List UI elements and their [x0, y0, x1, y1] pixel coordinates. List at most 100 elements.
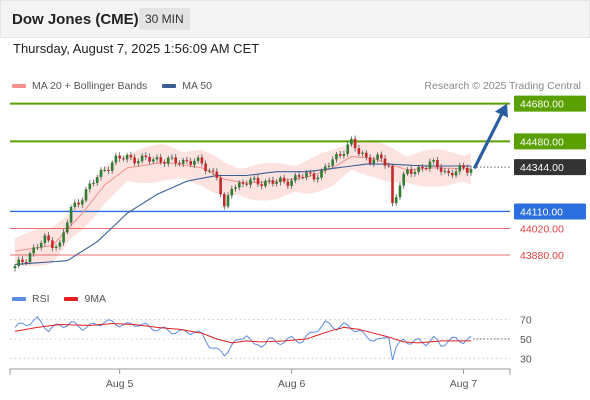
candle-body — [387, 165, 391, 167]
candle-body — [133, 157, 136, 164]
candle-body — [47, 235, 50, 241]
candle-body — [114, 155, 118, 163]
candle — [58, 239, 62, 250]
rsi-tick-label: 50 — [520, 334, 532, 346]
candle-body — [376, 154, 379, 160]
candle — [346, 141, 349, 158]
rsi-legend: RSI 9MA — [12, 293, 118, 305]
candle — [84, 186, 88, 203]
price-tag-pivot: 44110.00 — [514, 203, 586, 220]
candle — [353, 135, 357, 152]
candle-body — [92, 182, 95, 184]
candle-body — [95, 177, 99, 183]
candle-body — [200, 157, 204, 164]
candle — [417, 164, 420, 175]
candle-body — [451, 173, 454, 176]
candle-body — [428, 161, 432, 169]
candle-body — [335, 154, 338, 160]
timeframe-button[interactable]: 30 MIN — [139, 8, 190, 30]
candle-body — [297, 175, 301, 177]
candle — [152, 157, 155, 165]
candle — [140, 153, 144, 164]
candle — [66, 219, 69, 235]
candle — [451, 169, 454, 179]
candle — [118, 152, 121, 162]
candle-body — [421, 166, 424, 169]
candle-body — [383, 158, 387, 166]
candle — [178, 160, 181, 167]
credit-text: Research © 2025 Trading Central — [424, 80, 581, 92]
price-tag-resistance: 44680.00 — [514, 95, 586, 112]
candle-body — [181, 159, 185, 164]
candle-body — [204, 163, 207, 171]
legend-item-rsi: RSI — [12, 293, 50, 305]
candle-body — [66, 222, 69, 233]
candle — [219, 174, 222, 198]
ma20-swatch — [12, 84, 26, 89]
candle-body — [103, 169, 106, 171]
candle-body — [312, 173, 316, 180]
candle — [252, 175, 256, 183]
candle — [103, 166, 106, 172]
candle-body — [107, 169, 110, 171]
candle-body — [454, 171, 458, 176]
candle — [24, 259, 28, 266]
candle — [39, 240, 43, 251]
candle — [107, 166, 110, 175]
candle — [271, 176, 275, 187]
candle — [114, 152, 118, 166]
candle — [267, 177, 271, 185]
candle-body — [17, 259, 20, 266]
candle — [297, 171, 301, 181]
candle — [226, 192, 230, 209]
candle — [54, 244, 58, 251]
candle-body — [140, 155, 144, 162]
candle-body — [402, 173, 405, 186]
candle-body — [424, 168, 428, 170]
candle-body — [331, 159, 334, 166]
legend-ma20-label: MA 20 + Bollinger Bands — [32, 80, 148, 92]
candle — [368, 153, 372, 166]
candle-body — [234, 187, 237, 189]
candle-body — [211, 170, 215, 172]
candle — [372, 156, 376, 167]
candle — [129, 151, 133, 161]
candle-body — [155, 157, 159, 160]
candle-body — [69, 207, 73, 223]
candle-body — [129, 154, 133, 158]
candle-body — [21, 259, 24, 262]
candle-body — [166, 157, 170, 164]
candle — [204, 160, 207, 175]
candle-body — [39, 243, 43, 248]
candle-body — [118, 155, 121, 159]
candle — [110, 160, 114, 174]
candle-body — [88, 183, 92, 190]
candle — [376, 152, 379, 163]
candle — [264, 178, 267, 188]
candle — [36, 244, 39, 251]
candle-body — [346, 144, 349, 154]
legend-item-ma50: MA 50 — [162, 80, 212, 92]
price-tag-text: 43880.00 — [520, 250, 564, 262]
candle — [21, 256, 24, 266]
candle — [148, 153, 151, 165]
candle — [365, 150, 368, 161]
candle-body — [361, 152, 364, 154]
candle — [249, 176, 252, 189]
candle — [327, 162, 331, 170]
candle — [125, 152, 129, 163]
forecast-arrow — [473, 103, 508, 169]
candle — [466, 164, 469, 176]
candle — [62, 229, 65, 246]
rsi-panel: 70 50 30 — [10, 315, 532, 365]
candle-body — [301, 177, 305, 178]
candle — [28, 251, 32, 265]
candle — [383, 155, 387, 169]
price-tag-text: 44480.00 — [520, 136, 564, 148]
x-tick-label: Aug 6 — [278, 378, 306, 390]
rsi-tick-label: 30 — [520, 353, 532, 365]
candle-body — [443, 170, 447, 172]
candle — [443, 167, 447, 174]
candle-body — [353, 138, 357, 149]
